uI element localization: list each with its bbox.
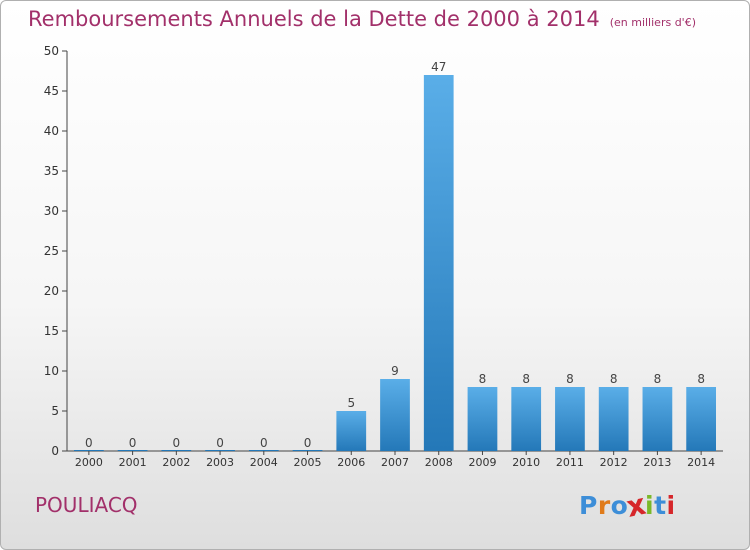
bar-value-label: 8: [697, 372, 705, 386]
x-tick-label: 2003: [206, 456, 234, 469]
logo-letter: P: [579, 491, 598, 520]
chart-unit: (en milliers d'€): [609, 16, 696, 29]
bar: [686, 387, 717, 451]
bar-value-label: 0: [129, 436, 137, 450]
x-tick-label: 2000: [75, 456, 103, 469]
x-tick-label: 2006: [337, 456, 365, 469]
x-tick-label: 2007: [381, 456, 409, 469]
chart-title: Remboursements Annuels de la Dette de 20…: [28, 7, 696, 31]
bar: [423, 75, 454, 451]
logo-letter: i: [666, 491, 676, 520]
x-tick-label: 2001: [119, 456, 147, 469]
bar: [642, 387, 673, 451]
y-tick-label: 50: [44, 44, 59, 58]
bar-value-label: 0: [304, 436, 312, 450]
bar-value-label: 0: [216, 436, 224, 450]
bar-value-label: 8: [654, 372, 662, 386]
logo-letter: r: [597, 491, 611, 520]
y-tick-label: 25: [44, 244, 59, 258]
bar-value-label: 8: [566, 372, 574, 386]
bar-value-label: 8: [479, 372, 487, 386]
bar-value-label: 9: [391, 364, 399, 378]
x-tick-label: 2005: [294, 456, 322, 469]
bar: [336, 411, 367, 451]
x-tick-label: 2014: [687, 456, 715, 469]
y-tick-label: 35: [44, 164, 59, 178]
x-tick-label: 2010: [512, 456, 540, 469]
x-tick-label: 2009: [468, 456, 496, 469]
y-tick-label: 20: [44, 284, 59, 298]
x-tick-label: 2013: [643, 456, 671, 469]
x-tick-label: 2004: [250, 456, 278, 469]
commune-name: POULIACQ: [35, 493, 138, 517]
chart-title-text: Remboursements Annuels de la Dette de 20…: [28, 7, 600, 31]
bar-value-label: 0: [85, 436, 93, 450]
x-tick-label: 2012: [600, 456, 628, 469]
bar-value-label: 5: [347, 396, 355, 410]
y-tick-label: 0: [51, 444, 59, 458]
x-tick-label: 2008: [425, 456, 453, 469]
bar-value-label: 0: [260, 436, 268, 450]
proxiti-logo: Proxiti: [579, 487, 676, 524]
bar: [511, 387, 542, 451]
logo-letter: o: [610, 491, 629, 520]
y-tick-label: 15: [44, 324, 59, 338]
bar: [467, 387, 498, 451]
bar: [555, 387, 585, 451]
y-tick-label: 45: [44, 84, 59, 98]
y-tick-label: 5: [51, 404, 59, 418]
x-tick-label: 2002: [162, 456, 190, 469]
bar-value-label: 0: [173, 436, 181, 450]
bar: [598, 387, 629, 451]
x-tick-label: 2011: [556, 456, 584, 469]
y-tick-label: 40: [44, 124, 59, 138]
bar-value-label: 8: [522, 372, 530, 386]
bar: [380, 379, 410, 451]
logo-letter: i: [645, 491, 655, 520]
logo-letter: t: [654, 491, 667, 520]
y-tick-label: 10: [44, 364, 59, 378]
bar-value-label: 47: [431, 60, 446, 74]
y-tick-label: 30: [44, 204, 59, 218]
bar-value-label: 8: [610, 372, 618, 386]
